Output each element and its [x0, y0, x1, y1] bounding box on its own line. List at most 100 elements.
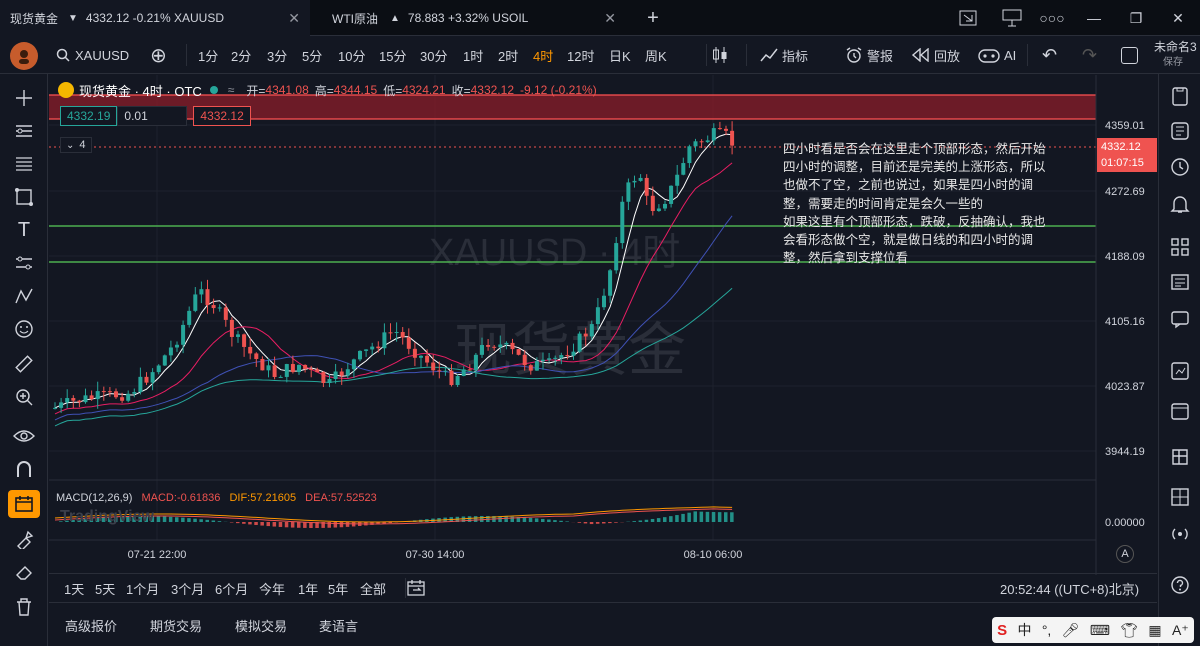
- more-icon[interactable]: ○○○: [1039, 10, 1065, 26]
- dom-icon[interactable]: [1164, 117, 1196, 145]
- ime-language[interactable]: 中: [1017, 622, 1032, 638]
- calendar-tool-icon[interactable]: [8, 490, 40, 518]
- lock-drawing-icon[interactable]: [8, 525, 40, 553]
- chart-area[interactable]: XAUUSD · 4时 现货黄金 07-21 22:00 07-30 14:00 0…: [49, 75, 1157, 575]
- close-icon[interactable]: ✕: [604, 10, 616, 26]
- keyboard-icon[interactable]: ⌨︎: [1089, 621, 1110, 638]
- window-close-icon[interactable]: ✕: [1172, 9, 1184, 26]
- text-icon[interactable]: T: [17, 218, 31, 241]
- rectangle-icon[interactable]: [8, 183, 40, 211]
- microphone-icon[interactable]: 🎤︎: [1061, 621, 1080, 638]
- snapshot-icon[interactable]: [956, 6, 980, 30]
- goto-date-icon[interactable]: [407, 574, 425, 602]
- restore-icon[interactable]: ❐: [1129, 9, 1143, 26]
- minimize-icon[interactable]: —: [1087, 10, 1101, 26]
- broadcast-icon[interactable]: [1164, 520, 1196, 548]
- interval-8[interactable]: 2时: [498, 48, 519, 64]
- bid-button[interactable]: 4332.19: [60, 106, 118, 126]
- chat-icon[interactable]: [1164, 305, 1196, 333]
- macd-label: MACD:: [141, 492, 177, 504]
- fullscreen-icon[interactable]: [1121, 47, 1138, 64]
- auto-scale-button[interactable]: A: [1116, 545, 1134, 563]
- interval-0[interactable]: 1分: [198, 48, 219, 64]
- range-4[interactable]: 6个月: [215, 581, 249, 597]
- tab-usoil[interactable]: WTI原油 ▲ 78.883 +3.32% USOIL ✕: [316, 0, 626, 36]
- avatar[interactable]: [10, 42, 38, 70]
- layout-icon[interactable]: [1000, 6, 1024, 30]
- calendar-icon[interactable]: [1164, 397, 1196, 425]
- emoji-icon[interactable]: [8, 315, 40, 343]
- range-5[interactable]: 今年: [259, 581, 286, 597]
- legend-symbol[interactable]: 现货黄金 · 4时 · OTC: [79, 83, 202, 99]
- interval-4[interactable]: 10分: [338, 48, 366, 64]
- help-icon[interactable]: [1164, 571, 1196, 599]
- trash-icon[interactable]: [8, 593, 40, 621]
- trend-line-icon[interactable]: [8, 117, 40, 145]
- analysis-note[interactable]: 四小时看是否会在这里走个顶部形态，然后开始 四小时的调整，目前还是完美的上涨形态…: [783, 142, 1046, 266]
- interval-9[interactable]: 4时: [533, 48, 554, 64]
- alert-button[interactable]: 警报: [845, 36, 893, 74]
- interval-11[interactable]: 日K: [609, 48, 631, 64]
- interval-5[interactable]: 15分: [379, 48, 407, 64]
- tab-xauusd[interactable]: 现货黄金 ▼ 4332.12 -0.21% XAUUSD ✕: [0, 0, 310, 36]
- interval-10[interactable]: 12时: [567, 48, 595, 64]
- ime-toolbar[interactable]: S 中 °, 🎤︎ ⌨︎ 👕︎ ▦ A⁺: [992, 617, 1194, 643]
- apps-icon[interactable]: [1164, 233, 1196, 261]
- interval-6[interactable]: 30分: [420, 48, 448, 64]
- ai-button[interactable]: AI: [978, 36, 1016, 74]
- range-0[interactable]: 1天: [64, 581, 85, 597]
- bell-icon[interactable]: [1164, 190, 1196, 218]
- price-chart[interactable]: XAUUSD · 4时 现货黄金 07-21 22:00 07-30 14:00 0…: [49, 75, 1157, 575]
- spread-value: 0.01: [117, 106, 188, 126]
- range-1[interactable]: 5天: [95, 581, 116, 597]
- compare-add-icon[interactable]: ⊕: [150, 44, 167, 67]
- grid-menu-icon[interactable]: ▦: [1148, 621, 1162, 638]
- indicators-button[interactable]: 指标: [760, 36, 808, 74]
- timezone-clock[interactable]: 20:52:44 ((UTC+8)北京): [1000, 581, 1140, 597]
- range-6[interactable]: 1年: [298, 581, 319, 597]
- undo-icon[interactable]: ↶: [1042, 44, 1058, 65]
- range-2[interactable]: 1个月: [126, 581, 160, 597]
- new-tab-icon[interactable]: +: [647, 6, 659, 29]
- magnet-icon[interactable]: [8, 455, 40, 483]
- macd-title[interactable]: MACD(12,26,9): [56, 492, 133, 504]
- interval-12[interactable]: 周K: [645, 48, 667, 64]
- footer-tab-futures[interactable]: 期货交易: [150, 618, 203, 634]
- replay-button[interactable]: 回放: [912, 36, 960, 74]
- footer-tab-paper-trading[interactable]: 模拟交易: [235, 618, 288, 634]
- indicator-collapse[interactable]: ⌄ 4: [60, 137, 92, 153]
- footer-tab-mylang[interactable]: 麦语言: [319, 618, 359, 634]
- footer-tab-quotes[interactable]: 高级报价: [65, 618, 118, 634]
- zoom-in-icon[interactable]: [8, 383, 40, 411]
- interval-3[interactable]: 5分: [302, 48, 323, 64]
- ask-button[interactable]: 4332.12: [193, 106, 251, 126]
- eye-icon[interactable]: [8, 422, 40, 450]
- range-8[interactable]: 全部: [360, 581, 387, 597]
- crosshair-icon[interactable]: [8, 84, 40, 112]
- redo-icon[interactable]: ↷: [1082, 44, 1098, 65]
- range-7[interactable]: 5年: [328, 581, 349, 597]
- price-axis[interactable]: 4359.01 4332.12 01:07:15 4272.69 4188.09…: [1097, 75, 1157, 575]
- ruler-icon[interactable]: [8, 350, 40, 378]
- screener-icon[interactable]: [1164, 443, 1196, 471]
- ai-assist-icon[interactable]: A⁺: [1171, 621, 1189, 638]
- fib-icon[interactable]: [8, 150, 40, 178]
- symbol-search[interactable]: XAUUSD: [56, 36, 129, 74]
- clock-icon[interactable]: [1164, 153, 1196, 181]
- wave-icon[interactable]: [8, 282, 40, 310]
- grid-icon[interactable]: [1164, 483, 1196, 511]
- interval-1[interactable]: 2分: [231, 48, 252, 64]
- watchlist-icon[interactable]: [1164, 82, 1196, 110]
- close-icon[interactable]: ✕: [288, 10, 300, 26]
- candle-type-icon[interactable]: [712, 36, 728, 74]
- news-icon[interactable]: [1164, 268, 1196, 296]
- layout-name[interactable]: 未命名3 保存: [1154, 40, 1197, 70]
- ideas-icon[interactable]: [1164, 357, 1196, 385]
- skin-icon[interactable]: 👕︎: [1120, 621, 1139, 638]
- interval-7[interactable]: 1时: [463, 48, 484, 64]
- punctuation-icon[interactable]: °,: [1041, 622, 1052, 638]
- range-3[interactable]: 3个月: [171, 581, 205, 597]
- pattern-icon[interactable]: [8, 249, 40, 277]
- eraser-icon[interactable]: [8, 558, 40, 586]
- interval-2[interactable]: 3分: [267, 48, 288, 64]
